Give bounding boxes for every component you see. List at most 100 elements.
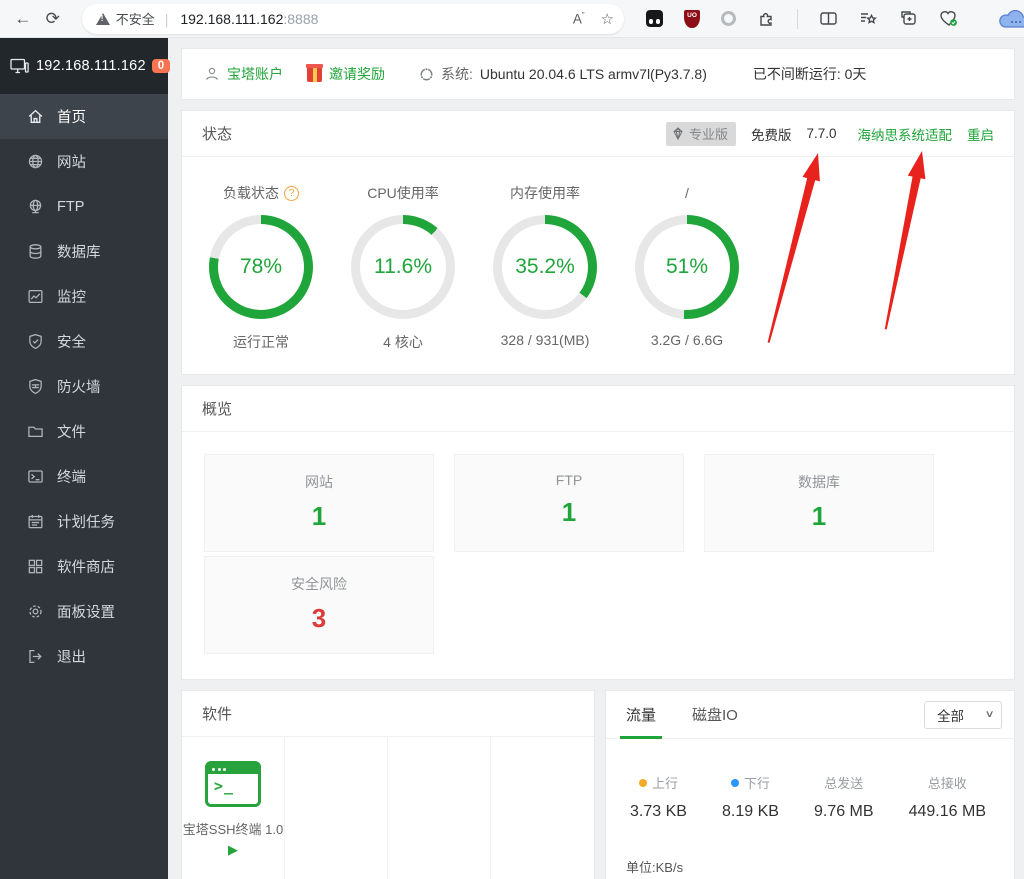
browser-refresh-button[interactable]: ⟳	[45, 8, 60, 28]
sidebar-item-terminal[interactable]: 终端	[0, 454, 168, 499]
browser-toolbar: ← ⟳ 不安全 | 192.168.111.162 :8888 A” ☆ UO	[0, 0, 1024, 38]
pro-version-chip[interactable]: 专业版	[665, 121, 736, 146]
sidebar-item-appstore[interactable]: 软件商店	[0, 544, 168, 589]
load-caption: 运行正常	[233, 334, 289, 350]
overview-card-security-risk[interactable]: 安全风险 3	[204, 556, 434, 654]
traffic-filter-select[interactable]: 全部 ∨	[924, 700, 1002, 729]
sidebar-item-settings[interactable]: 面板设置	[0, 589, 168, 634]
person-icon	[206, 67, 218, 80]
gauges-row: 负载状态? 78% 运行正常 CPU使用率 11.6% 4 核心 内存使用率 3…	[182, 157, 1014, 352]
logout-icon	[29, 650, 42, 663]
address-bar[interactable]: 不安全 | 192.168.111.162 :8888 A” ☆	[81, 3, 624, 34]
sidebar-item-firewall[interactable]: 防火墙	[0, 364, 168, 409]
disk-percent: 51%	[665, 255, 709, 278]
status-title: 状态	[202, 126, 233, 143]
ftp-icon	[29, 199, 42, 214]
sidebar-item-label: 数据库	[57, 245, 101, 261]
extensions-puzzle-icon[interactable]	[757, 9, 776, 28]
toolbar-divider	[797, 8, 798, 29]
ubuntu-icon	[420, 66, 433, 80]
software-card: 软件 >_ 宝塔SSH终端 1.0 ▶	[181, 690, 595, 879]
terminal-icon	[28, 470, 43, 483]
message-count-badge[interactable]: 0	[151, 59, 171, 73]
collections-icon[interactable]	[859, 9, 878, 28]
upstream-dot-icon	[638, 778, 647, 787]
server-ip: 192.168.111.162	[36, 58, 146, 74]
software-run-icon[interactable]: ▶	[228, 842, 238, 857]
sidebar-item-files[interactable]: 文件	[0, 409, 168, 454]
sidebar-item-label: 软件商店	[57, 560, 115, 576]
version-number: 7.7.0	[806, 126, 837, 141]
downstream-dot-icon	[730, 778, 739, 787]
downstream-value: 8.19 KB	[721, 803, 779, 820]
overview-card-website[interactable]: 网站 1	[204, 454, 434, 552]
sidebar-item-label: 安全	[57, 335, 86, 351]
invite-reward-link[interactable]: 邀请奖励	[306, 63, 385, 84]
security-label[interactable]: 不安全	[115, 12, 155, 27]
monitor-chart-icon	[28, 290, 43, 303]
baota-account-link[interactable]: 宝塔账户	[204, 64, 283, 84]
overview-card-database[interactable]: 数据库 1	[704, 454, 934, 552]
uptime-text: 已不间断运行: 0天	[752, 66, 867, 82]
add-tab-icon[interactable]	[899, 9, 918, 28]
sidebar-server-header[interactable]: 192.168.111.162 0	[0, 38, 171, 94]
stat-upstream: 上行 3.73 KB	[630, 776, 687, 820]
darkreader-extension-icon[interactable]	[646, 10, 663, 27]
disk-caption: 3.2G / 6.6G	[650, 332, 724, 348]
cpu-gauge-ring: 11.6%	[351, 215, 455, 319]
restart-link[interactable]: 重启	[967, 127, 994, 143]
folder-icon	[28, 426, 43, 438]
diamond-icon	[673, 127, 683, 140]
software-title: 软件	[202, 706, 233, 723]
cpu-percent: 11.6%	[374, 255, 432, 278]
address-divider: |	[164, 10, 169, 27]
browser-essentials-icon[interactable]	[939, 9, 959, 28]
website-count: 1	[311, 501, 327, 531]
system-value: Ubuntu 20.04.6 LTS armv7l(Py3.7.8)	[479, 66, 707, 82]
cloud-icon[interactable]	[998, 8, 1024, 30]
traffic-card: 流量 磁盘IO 全部 ∨ 上行 3.73 KB 下行 8.19 KB 总发送	[605, 690, 1015, 879]
sidebar-item-label: 防火墙	[57, 380, 101, 396]
sidebar-item-logout[interactable]: 退出	[0, 634, 168, 679]
unit-note: 单位:KB/s	[626, 860, 684, 875]
tab-disk-io[interactable]: 磁盘IO	[692, 707, 738, 724]
extension-ring-icon[interactable]	[721, 11, 736, 26]
cpu-caption: 4 核心	[383, 334, 423, 350]
tab-traffic[interactable]: 流量	[619, 691, 663, 739]
sidebar-item-website[interactable]: 网站	[0, 139, 168, 184]
memory-caption: 328 / 931(MB)	[500, 332, 590, 348]
upstream-value: 3.73 KB	[630, 803, 687, 820]
hinas-adapt-link[interactable]: 海纳思系统适配	[857, 127, 953, 143]
monitor-icon	[10, 58, 29, 73]
url-host[interactable]: 192.168.111.162	[180, 10, 284, 27]
sidebar-item-label: FTP	[57, 198, 85, 215]
software-empty-cell	[285, 737, 388, 879]
ssh-terminal-icon: >_	[205, 761, 261, 807]
overview-card-ftp[interactable]: FTP 1	[454, 454, 684, 552]
memory-gauge-ring: 35.2%	[493, 215, 597, 319]
software-item-ssh-terminal[interactable]: >_ 宝塔SSH终端 1.0 ▶	[182, 737, 285, 879]
url-port[interactable]: :8888	[283, 10, 319, 27]
app-grid-icon	[28, 559, 43, 574]
sidebar-item-security[interactable]: 安全	[0, 319, 168, 364]
load-gauge-ring: 78%	[209, 215, 313, 319]
sidebar-item-database[interactable]: 数据库	[0, 229, 168, 274]
sidebar-item-cron[interactable]: 计划任务	[0, 499, 168, 544]
load-percent: 78%	[239, 255, 283, 278]
risk-count: 3	[311, 603, 327, 633]
browser-back-button[interactable]: ←	[14, 8, 32, 28]
disk-gauge-ring: 51%	[635, 215, 739, 319]
stat-total-received: 总接收 449.16 MB	[908, 776, 986, 820]
sidebar-item-monitor[interactable]: 监控	[0, 274, 168, 319]
shield-check-icon	[29, 333, 42, 350]
read-aloud-icon[interactable]: A”	[572, 10, 585, 27]
help-icon[interactable]: ?	[284, 185, 299, 201]
overview-card: 概览 网站 1 FTP 1 数据库 1 安全风险 3	[181, 385, 1015, 680]
sidebar-item-home[interactable]: 首页	[0, 94, 168, 139]
sidebar-item-ftp[interactable]: FTP	[0, 184, 168, 229]
split-screen-icon[interactable]	[819, 9, 838, 28]
database-icon	[29, 244, 42, 259]
favorite-star-icon[interactable]: ☆	[600, 10, 614, 28]
ublock-extension-icon[interactable]: UO	[684, 9, 700, 28]
